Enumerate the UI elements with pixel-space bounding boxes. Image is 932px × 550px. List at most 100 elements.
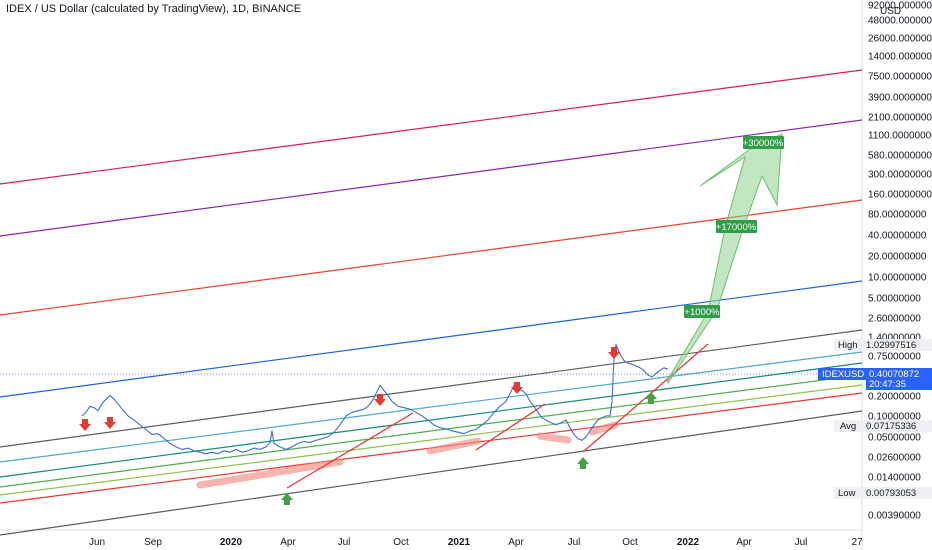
- time-axis-tick: 2020: [220, 537, 243, 548]
- price-axis-tick: 0.10000000: [868, 412, 921, 423]
- stat-high-value: 1.02997516: [866, 340, 916, 351]
- trend-line: [286, 412, 414, 489]
- stat-avg-value: 0.07175336: [866, 421, 916, 432]
- time-axis-tick: 27: [851, 537, 863, 548]
- stat-high-label: High: [838, 340, 858, 351]
- price-axis-tick: 40.00000000: [868, 231, 927, 242]
- price-axis-tick: 20.00000000: [868, 252, 927, 263]
- trend-lines: [286, 343, 709, 489]
- channel-line: [0, 384, 863, 496]
- price-axis-tick: 300.00000000: [868, 170, 932, 181]
- channel-line: [0, 119, 863, 237]
- trend-line: [475, 403, 546, 451]
- stat-low: Low 0.00793053: [834, 487, 932, 499]
- channel-line: [0, 410, 863, 536]
- down-arrow-icon: [79, 419, 91, 431]
- price-axis[interactable]: 92000.00000000 48000.00000000 26000.000000…: [868, 1, 932, 522]
- consolidation-range: [196, 458, 344, 489]
- last-price-value: 0.40070872: [869, 369, 919, 380]
- last-price-value-bg: [866, 368, 932, 390]
- price-axis-tick: 2.60000000: [868, 314, 921, 325]
- price-axis-tick: 0.20000000: [868, 392, 921, 403]
- price-axis-tick: 0.01400000: [868, 473, 921, 484]
- target-label-17000-bg: [716, 220, 757, 233]
- consolidation-range: [588, 421, 619, 436]
- price-axis-tick: 7500.00000000: [868, 72, 932, 83]
- target-label-30000: +30000%: [743, 136, 784, 149]
- channel-line: [0, 362, 863, 478]
- time-axis-tick: Jul: [338, 537, 351, 548]
- channel-line: [0, 374, 863, 488]
- time-axis-tick: Apr: [508, 537, 524, 548]
- consolidation-range: [426, 437, 482, 455]
- last-price-countdown: 20:47:35: [869, 379, 906, 390]
- signal-arrows: [79, 347, 657, 505]
- up-arrow-icon: [577, 457, 589, 469]
- price-axis-tick: 0.75000000: [868, 352, 921, 363]
- last-price-symbol: IDEXUSD: [822, 369, 864, 380]
- price-axis-tick: 0.02600000: [868, 453, 921, 464]
- stat-avg-label: Avg: [840, 421, 856, 432]
- channel-line: [0, 199, 863, 316]
- stat-low-bg: [834, 487, 932, 499]
- up-arrow-icon: [645, 392, 657, 404]
- time-axis-tick: Jun: [89, 537, 105, 548]
- time-axis-tick: 2021: [448, 537, 471, 548]
- price-series-line: [81, 344, 669, 455]
- down-arrow-icon: [374, 394, 386, 406]
- time-axis-tick: Oct: [622, 537, 638, 548]
- time-axis-tick: Apr: [280, 537, 296, 548]
- time-axis[interactable]: Jun Sep 2020 Apr Jul Oct 2021 Apr Jul Oct 2022 Apr J…: [89, 537, 863, 548]
- price-axis-tick: 0.05000000: [868, 433, 921, 444]
- channel-lines: [0, 69, 863, 536]
- channel-line: [0, 351, 863, 463]
- time-axis-tick: Oct: [393, 537, 409, 548]
- stat-avg-bg: [834, 420, 932, 432]
- stat-high-bg: [834, 339, 932, 351]
- channel-line: [0, 69, 863, 185]
- price-axis-tick: 160.00000000: [868, 190, 932, 201]
- price-axis-tick: 14000.00000000: [868, 52, 932, 63]
- price-axis-tick: 80.00000000: [868, 210, 927, 221]
- consolidation-range: [536, 432, 572, 444]
- time-axis-tick: Sep: [144, 537, 162, 548]
- stat-high: High 1.02997516: [834, 339, 932, 351]
- price-axis-tick: 580.00000000: [868, 151, 932, 162]
- price-axis-currency: USD: [880, 6, 901, 17]
- stat-avg: Avg 0.07175336: [834, 420, 932, 432]
- time-axis-tick: Apr: [736, 537, 752, 548]
- chart-title: IDEX / US Dollar (calculated by TradingV…: [6, 3, 302, 15]
- last-price-label[interactable]: IDEXUSD 0.40070872 20:47:35: [818, 368, 932, 390]
- price-axis-tick: 48000.00000000: [868, 16, 932, 27]
- price-axis-tick: 10.00000000: [868, 273, 927, 284]
- price-axis-tick: 2100.00000000: [868, 113, 932, 124]
- time-axis-tick: 2022: [677, 537, 700, 548]
- time-axis-tick: Jul: [795, 537, 808, 548]
- target-label-17000: +17000%: [716, 220, 757, 233]
- target-label-1000: +1000%: [684, 305, 720, 318]
- price-axis-tick: 1100.00000000: [868, 131, 932, 142]
- price-axis-tick: 3900.00000000: [868, 93, 932, 104]
- target-label-17000-text: +17000%: [716, 222, 757, 233]
- trend-line: [582, 343, 709, 453]
- down-arrow-icon: [104, 417, 116, 429]
- price-axis-tick: 0.00390000: [868, 511, 921, 522]
- stat-low-value: 0.00793053: [866, 488, 916, 499]
- consolidation-highlights: [196, 421, 619, 489]
- price-axis-tick: 1.40000000: [868, 333, 921, 344]
- target-label-30000-text: +30000%: [743, 138, 784, 149]
- down-arrow-icon: [608, 347, 620, 359]
- down-arrow-icon: [511, 382, 523, 394]
- up-arrow-icon: [281, 493, 293, 505]
- stat-low-label: Low: [838, 488, 856, 499]
- target-label-1000-text: +1000%: [684, 307, 720, 318]
- target-label-1000-bg: [684, 305, 720, 318]
- price-axis-tick: 92000.00000000: [868, 1, 932, 12]
- target-label-30000-bg: [743, 136, 784, 149]
- target-projection-arrow: [666, 133, 783, 384]
- price-axis-tick: 26000.00000000: [868, 34, 932, 45]
- price-axis-tick: 5.00000000: [868, 294, 921, 305]
- time-axis-tick: Jul: [568, 537, 581, 548]
- last-price-symbol-bg: [818, 368, 866, 380]
